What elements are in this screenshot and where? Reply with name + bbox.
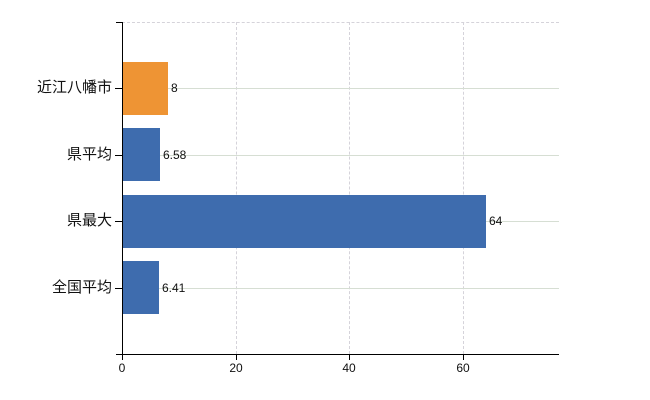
bar	[123, 62, 168, 115]
y-tick-mark	[115, 88, 122, 89]
bar	[123, 128, 160, 181]
bar	[123, 195, 486, 248]
x-tick-mark	[463, 354, 464, 360]
value-label: 64	[489, 214, 503, 228]
y-axis-top-tick	[116, 22, 122, 24]
v-gridline	[349, 22, 350, 354]
value-label: 8	[171, 81, 178, 95]
h-gridline	[122, 155, 559, 156]
y-axis	[122, 22, 124, 355]
bar	[123, 261, 159, 314]
category-label: 県平均	[66, 146, 112, 163]
v-gridline	[236, 22, 237, 354]
x-tick-label: 60	[456, 361, 470, 375]
x-tick-mark	[236, 354, 237, 360]
category-label: 県最大	[66, 212, 112, 229]
category-label: 全国平均	[51, 279, 112, 296]
x-tick-mark	[122, 354, 123, 360]
x-tick-label: 40	[342, 361, 356, 375]
x-tick-label: 0	[118, 361, 126, 375]
h-gridline	[122, 88, 559, 89]
h-gridline	[122, 288, 559, 289]
y-tick-mark	[115, 155, 122, 156]
plot-top-border	[122, 22, 559, 23]
x-tick-label: 20	[229, 361, 243, 375]
value-label: 6.58	[163, 148, 187, 162]
y-tick-mark	[115, 221, 122, 222]
x-axis	[116, 354, 559, 356]
y-tick-mark	[115, 288, 122, 289]
category-label: 近江八幡市	[36, 79, 112, 96]
value-label: 6.41	[162, 281, 186, 295]
x-tick-mark	[349, 354, 350, 360]
v-gridline	[463, 22, 464, 354]
